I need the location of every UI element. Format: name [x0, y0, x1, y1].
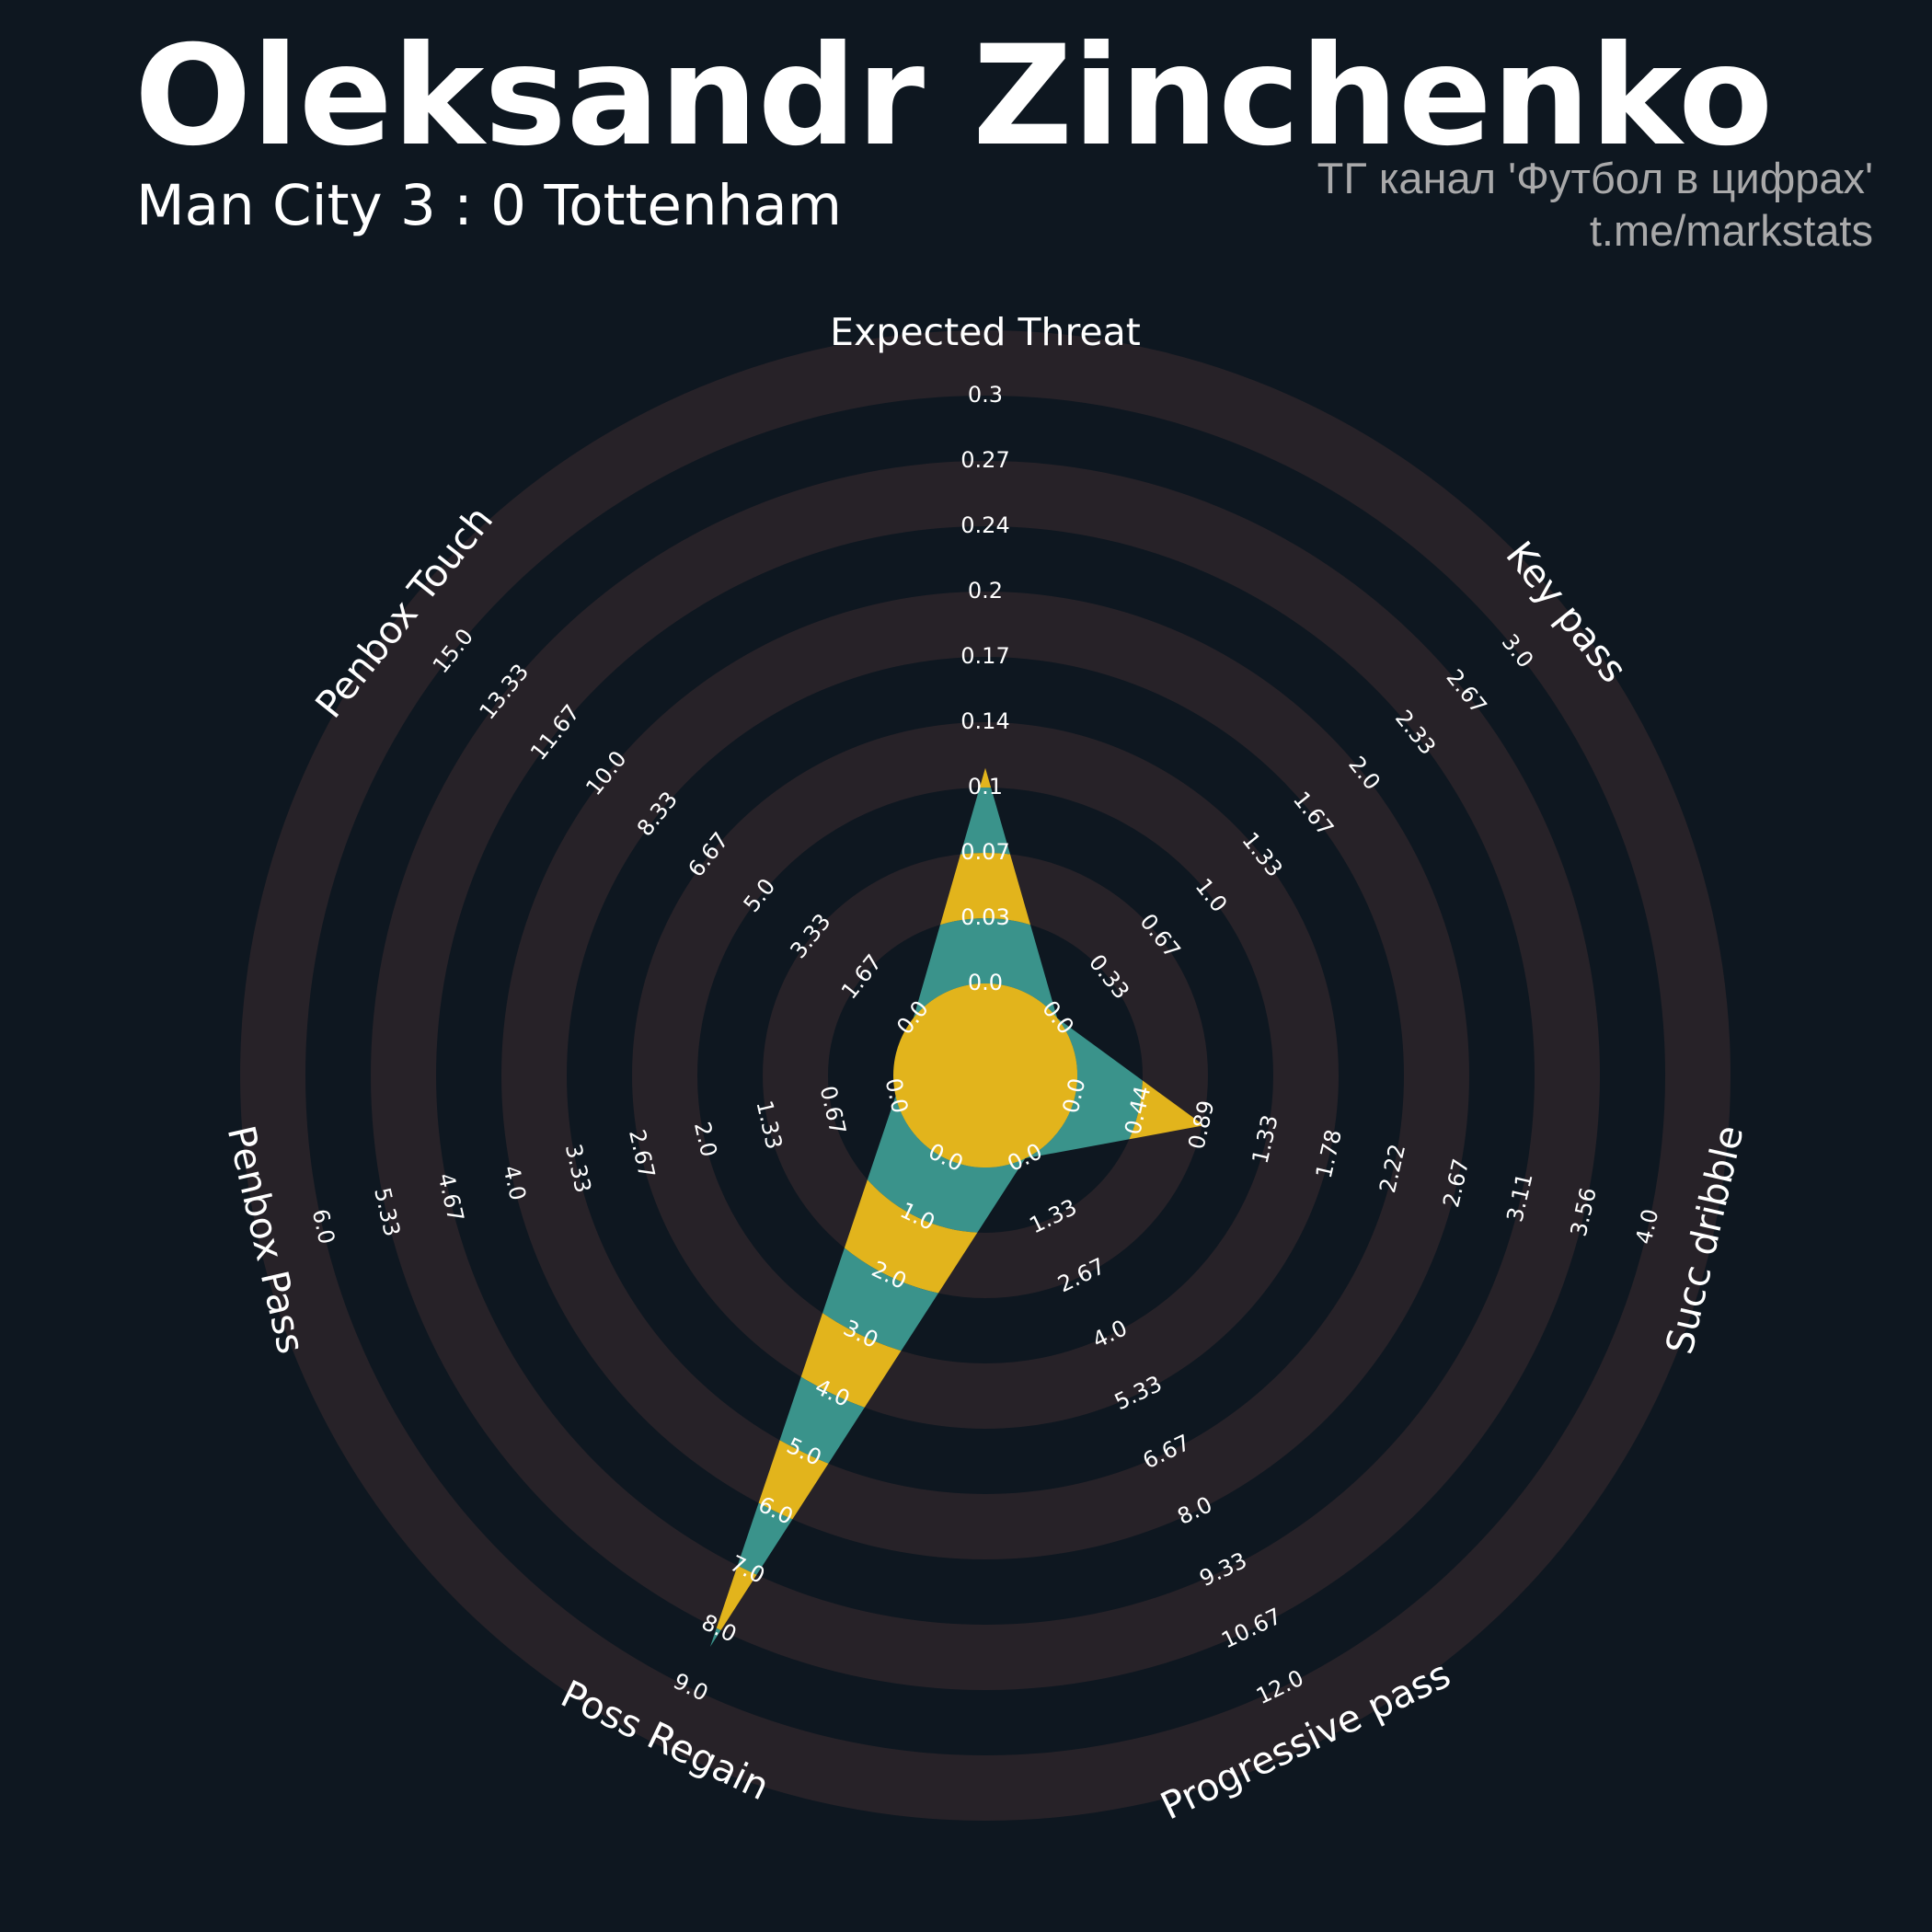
param-label: Expected Threat — [830, 310, 1141, 354]
tick-label: 0.3 — [968, 382, 1003, 408]
credit-link: t.me/markstats — [1589, 206, 1873, 256]
tick-label: 0.0 — [968, 970, 1003, 995]
credit-channel: ТГ канал 'Футбол в цифрах' — [1317, 154, 1873, 202]
chart-subtitle: Man City 3 : 0 Tottenham — [136, 173, 843, 238]
tick-label: 0.1 — [968, 774, 1003, 799]
tick-label: 0.14 — [960, 708, 1009, 734]
tick-label: 0.24 — [960, 512, 1009, 538]
credit-block: ТГ канал 'Футбол в цифрах' t.me/markstat… — [1317, 152, 1873, 258]
tick-label: 0.03 — [960, 904, 1009, 930]
tick-label: 0.27 — [960, 447, 1009, 473]
value-center — [893, 983, 1077, 1167]
chart-title: Oleksandr Zinchenko — [134, 17, 1774, 177]
tick-label: 0.17 — [960, 643, 1009, 669]
tick-label: 0.2 — [968, 578, 1003, 604]
tick-label: 0.07 — [960, 839, 1009, 865]
